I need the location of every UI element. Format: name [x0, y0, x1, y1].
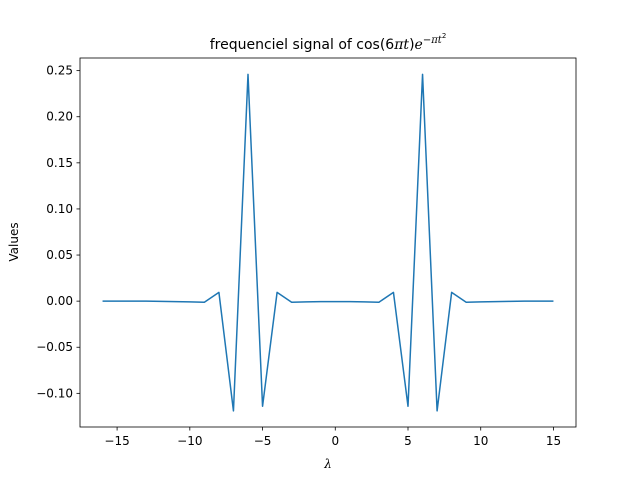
- x-tick-label: −10: [177, 434, 202, 448]
- y-tick-label: −0.05: [36, 340, 73, 354]
- title-exponent-square: 2: [442, 32, 446, 40]
- y-tick-label: 0.05: [46, 248, 73, 262]
- y-tick-label: 0.15: [46, 156, 73, 170]
- x-tick-label: 10: [473, 434, 488, 448]
- x-tick-label: −15: [104, 434, 129, 448]
- title-exponent-t: t: [438, 35, 443, 46]
- title-t: t: [403, 37, 409, 53]
- x-tick-label: 0: [331, 434, 339, 448]
- title-exponent-minus: −: [423, 35, 431, 46]
- title-prefix: frequenciel signal of cos(6: [210, 37, 395, 53]
- y-tick-label: 0.25: [46, 64, 73, 78]
- chart-title: frequenciel signal of cos(6πt)e−πt2: [210, 32, 447, 53]
- y-axis-label: Values: [7, 222, 21, 261]
- title-e: e: [415, 37, 423, 53]
- x-tick-label: 15: [546, 434, 561, 448]
- y-tick-label: 0.10: [46, 202, 73, 216]
- y-tick-label: −0.10: [36, 386, 73, 400]
- x-tick-label: 5: [404, 434, 412, 448]
- x-axis-label: λ: [323, 457, 332, 471]
- x-tick-label: −5: [254, 434, 272, 448]
- title-exponent-pi: π: [430, 35, 438, 46]
- axes-frame: [79, 57, 577, 428]
- y-axis-ticks: −0.10 −0.05 0.00 0.05 0.10 0.15 0.20 0.25: [36, 64, 80, 400]
- y-tick-label: 0.20: [46, 110, 73, 124]
- title-close: ): [409, 37, 414, 53]
- x-axis-ticks: −15 −10 −5 0 5 10 15: [104, 427, 561, 448]
- series-line-0: [102, 73, 554, 412]
- y-tick-label: 0.00: [46, 294, 73, 308]
- plot-area: [102, 73, 554, 412]
- title-pi: π: [393, 37, 404, 53]
